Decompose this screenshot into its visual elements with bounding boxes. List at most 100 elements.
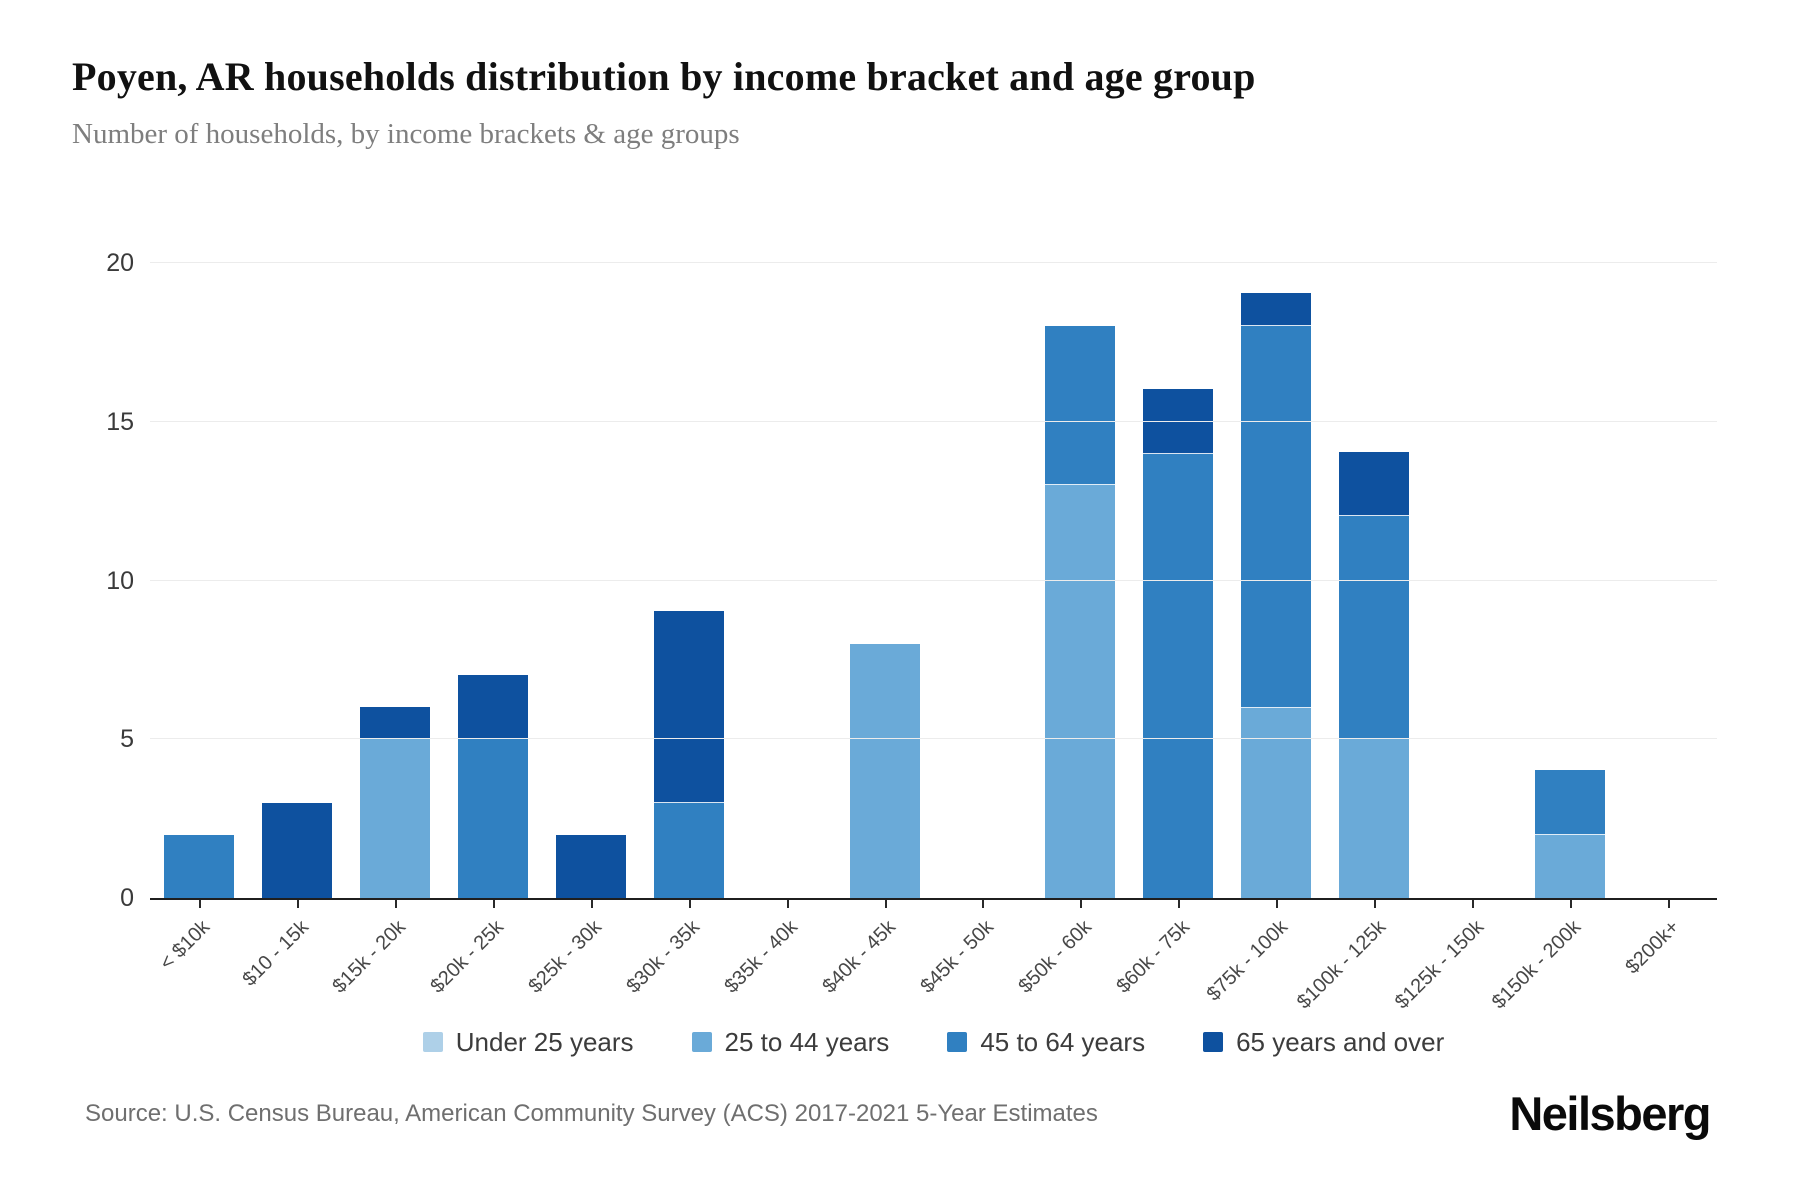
gridline-y-15 bbox=[150, 420, 1717, 422]
bar-slot bbox=[1619, 263, 1717, 898]
bar-segment bbox=[1241, 325, 1312, 708]
x-axis-slot: $100k - 125k bbox=[1292, 900, 1423, 1018]
source-text: Source: U.S. Census Bureau, American Com… bbox=[85, 1099, 1098, 1127]
bar-segment bbox=[359, 706, 430, 740]
x-axis-slot: $75k - 100k bbox=[1202, 900, 1325, 1018]
bar-slot bbox=[934, 263, 1032, 898]
x-axis-tick bbox=[982, 900, 985, 908]
chart: 0 5 10 15 20 < $10k $10 - 15k $15k - 20k $20k -… bbox=[106, 250, 1717, 1018]
y-axis-label-5: 5 bbox=[120, 725, 134, 754]
bar-8 bbox=[849, 644, 920, 898]
gridline-y-5 bbox=[150, 738, 1717, 740]
bar-slot bbox=[1227, 263, 1325, 898]
x-axis-tick bbox=[688, 900, 691, 908]
x-axis-tick bbox=[296, 900, 299, 908]
x-axis-label: < $10k bbox=[156, 916, 215, 975]
x-axis-slot: $30k - 35k bbox=[623, 900, 738, 1018]
bar-segment bbox=[457, 739, 528, 898]
x-axis-slot: $150k - 200k bbox=[1488, 900, 1619, 1018]
bar-11 bbox=[1143, 389, 1214, 898]
y-axis-label-20: 20 bbox=[106, 249, 134, 277]
x-axis-slot: $60k - 75k bbox=[1112, 900, 1227, 1018]
bar-15 bbox=[1535, 770, 1606, 898]
bar-segment bbox=[849, 644, 920, 898]
legend-swatch-icon bbox=[422, 1032, 443, 1052]
bar-segment bbox=[1241, 292, 1312, 326]
bar-slot bbox=[542, 263, 640, 898]
bar-segment bbox=[653, 802, 724, 898]
x-axis-tick bbox=[884, 900, 887, 908]
bar-1 bbox=[163, 834, 234, 898]
page-subtitle: Number of households, by income brackets… bbox=[72, 118, 740, 150]
x-axis-slot: $40k - 45k bbox=[818, 900, 934, 1018]
bar-12 bbox=[1241, 292, 1312, 898]
x-axis-label: $10 - 15k bbox=[237, 916, 313, 991]
footer: Source: U.S. Census Bureau, American Com… bbox=[85, 1086, 1711, 1141]
bar-slot bbox=[836, 263, 934, 898]
bar-segment bbox=[1241, 707, 1312, 898]
legend-item: Under 25 years bbox=[422, 1026, 634, 1058]
bar-segment bbox=[1339, 739, 1410, 898]
bar-4 bbox=[457, 674, 528, 898]
x-axis-tick bbox=[394, 900, 397, 908]
bar-3 bbox=[359, 706, 430, 898]
bar-slot bbox=[1325, 263, 1423, 898]
bar-slot bbox=[738, 263, 836, 898]
x-axis-tick bbox=[1570, 900, 1573, 908]
x-axis-slot: $10 - 15k bbox=[238, 900, 346, 1018]
x-axis-tick bbox=[198, 900, 201, 908]
bar-segment bbox=[359, 739, 430, 898]
bar-segment bbox=[163, 834, 234, 898]
x-axis-tick bbox=[1178, 900, 1181, 908]
bar-segment bbox=[1535, 834, 1606, 898]
x-axis-slot: $25k - 30k bbox=[525, 900, 640, 1018]
legend-item: 25 to 44 years bbox=[691, 1026, 890, 1058]
bar-slot bbox=[444, 263, 542, 898]
x-axis-tick bbox=[786, 900, 789, 908]
bar-slot bbox=[248, 263, 346, 898]
x-axis: < $10k $10 - 15k $15k - 20k $20k - 25k $25k … bbox=[150, 900, 1717, 1018]
brand-logo: Neilsberg bbox=[1509, 1087, 1711, 1140]
bar-segment bbox=[1143, 453, 1214, 898]
bar-segment bbox=[653, 611, 724, 803]
legend-swatch-icon bbox=[691, 1032, 712, 1052]
legend-item: 45 to 64 years bbox=[947, 1027, 1145, 1058]
legend-label: Under 25 years bbox=[455, 1026, 634, 1057]
legend-label: 45 to 64 years bbox=[980, 1026, 1146, 1057]
x-axis-slot: $35k - 40k bbox=[721, 900, 836, 1018]
gridline-y-10 bbox=[150, 579, 1717, 581]
bar-segment bbox=[1535, 770, 1606, 835]
legend-label: 65 years and over bbox=[1236, 1026, 1445, 1057]
bar-slot bbox=[1521, 263, 1619, 898]
bar-6 bbox=[653, 611, 724, 898]
bar-segment bbox=[1339, 516, 1410, 740]
y-axis-label-0: 0 bbox=[120, 884, 134, 912]
x-axis-tick bbox=[1080, 900, 1083, 908]
x-axis-slot: $50k - 60k bbox=[1014, 900, 1129, 1018]
y-axis-label-15: 15 bbox=[106, 407, 134, 436]
legend-swatch-icon bbox=[1203, 1032, 1224, 1052]
legend-item: 65 years and over bbox=[1203, 1027, 1444, 1058]
x-axis-slot: $15k - 20k bbox=[329, 900, 444, 1018]
x-axis-tick bbox=[1374, 900, 1377, 908]
bars-container bbox=[150, 263, 1717, 898]
x-axis-slot: $45k - 50k bbox=[916, 900, 1032, 1018]
bar-segment bbox=[261, 802, 332, 898]
x-axis-tick bbox=[1276, 900, 1279, 908]
x-axis-slot: < $10k bbox=[150, 900, 248, 1018]
bar-segment bbox=[1045, 325, 1116, 486]
bar-5 bbox=[555, 834, 626, 898]
y-axis-label-10: 10 bbox=[106, 566, 134, 595]
bar-slot bbox=[640, 263, 738, 898]
bar-segment bbox=[457, 674, 528, 740]
x-axis-label: $200k+ bbox=[1621, 916, 1684, 979]
x-axis-tick bbox=[590, 900, 593, 908]
bar-segment bbox=[1045, 485, 1116, 898]
bar-slot bbox=[1129, 263, 1227, 898]
chart-header: Poyen, AR households distribution by inc… bbox=[0, 0, 1800, 151]
legend-label: 25 to 44 years bbox=[724, 1026, 890, 1057]
x-axis-tick bbox=[1668, 900, 1671, 908]
bar-segment bbox=[1339, 451, 1410, 516]
legend-swatch-icon bbox=[947, 1032, 968, 1052]
